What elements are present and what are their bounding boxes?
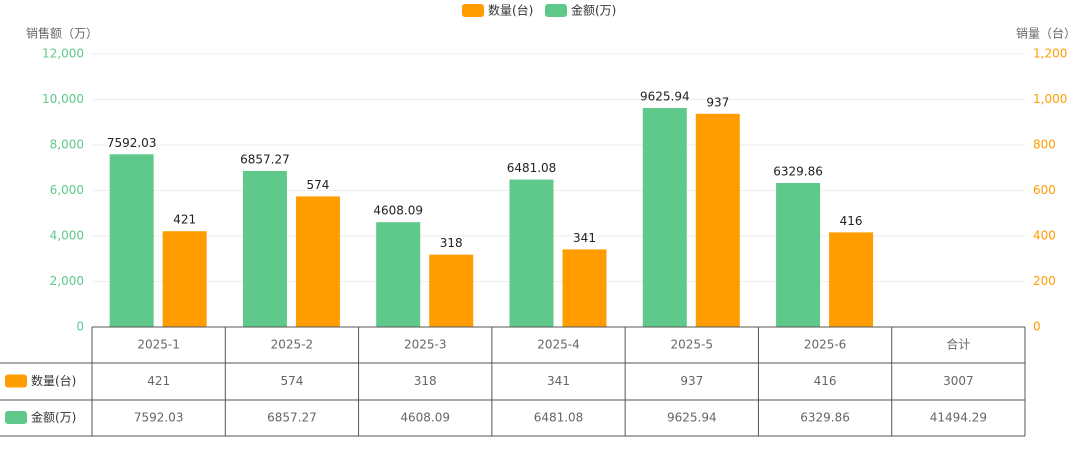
table-cell: 421 <box>147 374 170 388</box>
y2-tick-label: 800 <box>1033 138 1056 152</box>
table-swatch <box>5 411 27 424</box>
y2-tick-label: 1,000 <box>1033 92 1067 106</box>
table-cell: 416 <box>814 374 837 388</box>
table-swatch <box>5 374 27 388</box>
y-tick-label: 0 <box>76 320 84 334</box>
bar <box>109 154 154 327</box>
bar <box>429 254 474 327</box>
value-label: 341 <box>573 231 596 245</box>
value-label: 416 <box>840 214 863 228</box>
bar <box>242 170 287 327</box>
y2-tick-label: 400 <box>1033 229 1056 243</box>
y2-tick-label: 0 <box>1033 320 1041 334</box>
value-label: 6329.86 <box>773 164 823 178</box>
table-total-header: 合计 <box>946 337 970 352</box>
legend-label: 数量(台) <box>488 3 533 18</box>
legend-swatch <box>462 4 484 17</box>
value-label: 6857.27 <box>240 152 290 166</box>
y2-axis-title: 销量（台） <box>1016 26 1076 41</box>
y-tick-label: 2,000 <box>50 274 84 288</box>
table-cell: 6857.27 <box>267 411 317 425</box>
y-tick-label: 4,000 <box>50 229 84 243</box>
y-axis-title: 销售额（万） <box>26 26 98 41</box>
x-tick-label: 2025-1 <box>137 338 180 352</box>
bar <box>829 232 874 327</box>
table-cell: 4608.09 <box>400 411 450 425</box>
table-total: 3007 <box>943 374 974 388</box>
y-tick-label: 12,000 <box>42 47 84 61</box>
table-cell: 341 <box>547 374 570 388</box>
y-tick-label: 8,000 <box>50 138 84 152</box>
y2-tick-label: 1,200 <box>1033 47 1067 61</box>
legend-swatch <box>545 4 567 17</box>
legend-label: 金额(万) <box>571 3 616 18</box>
table-row-label: 数量(台) <box>31 373 76 388</box>
x-tick-label: 2025-4 <box>537 338 580 352</box>
y-tick-label: 10,000 <box>42 92 84 106</box>
value-label: 7592.03 <box>107 136 157 150</box>
y2-tick-label: 600 <box>1033 183 1056 197</box>
value-label: 574 <box>306 178 329 192</box>
bar <box>562 249 607 327</box>
bar <box>509 179 554 327</box>
y2-tick-label: 200 <box>1033 274 1056 288</box>
value-label: 9625.94 <box>640 90 690 104</box>
table-cell: 6481.08 <box>534 411 584 425</box>
table-cell: 9625.94 <box>667 411 717 425</box>
bar <box>776 182 821 327</box>
table-cell: 6329.86 <box>800 411 850 425</box>
bar <box>642 108 687 328</box>
table-total: 41494.29 <box>930 411 987 425</box>
table-cell: 318 <box>414 374 437 388</box>
bar <box>695 113 740 328</box>
value-label: 318 <box>440 236 463 250</box>
x-tick-label: 2025-6 <box>804 338 847 352</box>
bar <box>376 222 421 327</box>
value-label: 4608.09 <box>373 204 423 218</box>
x-tick-label: 2025-3 <box>404 338 447 352</box>
bar <box>295 196 340 327</box>
x-tick-label: 2025-2 <box>271 338 314 352</box>
table-cell: 574 <box>280 374 303 388</box>
y-tick-label: 6,000 <box>50 183 84 197</box>
bar <box>162 231 207 327</box>
x-tick-label: 2025-5 <box>671 338 714 352</box>
table-row-label: 金额(万) <box>31 410 76 425</box>
value-label: 421 <box>173 213 196 227</box>
table-cell: 937 <box>680 374 703 388</box>
table-cell: 7592.03 <box>134 411 184 425</box>
value-label: 937 <box>706 95 729 109</box>
value-label: 6481.08 <box>507 161 557 175</box>
